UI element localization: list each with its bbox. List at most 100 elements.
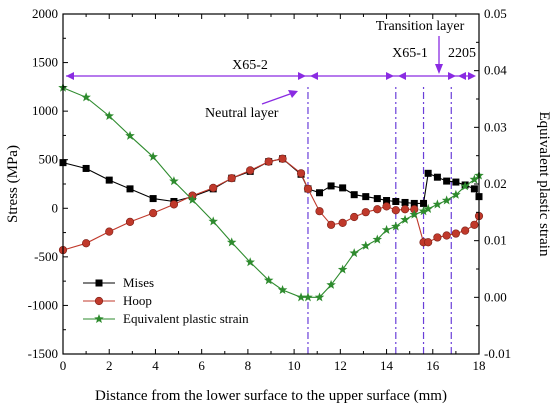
- legend-label: Mises: [123, 275, 154, 290]
- data-point: [461, 226, 470, 235]
- data-point: [125, 217, 135, 226]
- y-axis-title: Stress (MPa): [5, 145, 21, 223]
- data-point: [208, 216, 218, 226]
- data-point: [349, 248, 359, 258]
- data-point: [95, 279, 103, 287]
- data-point: [126, 185, 134, 193]
- data-point: [424, 169, 432, 177]
- data-point: [452, 178, 460, 186]
- y-tick-label: 1500: [32, 55, 58, 70]
- y2-tick-label: 0.05: [484, 6, 507, 21]
- data-point: [326, 279, 336, 289]
- data-point: [227, 174, 236, 183]
- data-point: [451, 229, 460, 238]
- data-point: [327, 182, 335, 190]
- s2205-arrow-left-head-2: [448, 72, 456, 80]
- neutral-arrow-head: [288, 90, 298, 98]
- y-tick-label: 1000: [32, 103, 58, 118]
- data-point: [441, 195, 452, 205]
- data-point: [362, 193, 370, 201]
- data-point: [361, 208, 370, 217]
- data-point: [278, 154, 287, 163]
- data-point: [169, 176, 179, 186]
- y-tick-label: -500: [34, 249, 58, 264]
- y2-tick-label: 0.01: [484, 233, 507, 248]
- data-point: [105, 176, 113, 184]
- data-point: [423, 203, 433, 213]
- data-point: [350, 191, 358, 199]
- label-neutral-layer: Neutral layer: [205, 106, 279, 121]
- s2205-arrow-right-head: [468, 72, 476, 80]
- x-tick-label: 6: [198, 358, 205, 373]
- data-point: [149, 209, 158, 218]
- data-point: [418, 206, 429, 216]
- x-tick-label: 4: [152, 358, 159, 373]
- data-point: [470, 220, 479, 229]
- data-point: [263, 275, 274, 285]
- x65-2-arrow-left-head: [66, 72, 74, 80]
- data-point: [451, 189, 461, 199]
- data-point: [245, 257, 255, 267]
- y2-tick-label: -0.01: [484, 346, 511, 361]
- data-point: [391, 221, 401, 231]
- data-point: [339, 184, 347, 192]
- data-point: [460, 181, 470, 191]
- neutral-arrow-line: [261, 93, 291, 105]
- y-tick-label: 500: [39, 152, 59, 167]
- data-point: [373, 195, 381, 203]
- data-point: [401, 198, 409, 206]
- data-point: [469, 174, 480, 184]
- x-axis-ticks: 0 2 4 6 8 10 12 14 16 18: [60, 14, 486, 373]
- data-point: [187, 194, 198, 204]
- annotations: X65-2 X65-1 2205 Transition layer Neutra…: [66, 19, 476, 121]
- data-point: [338, 218, 347, 227]
- data-point: [392, 197, 400, 205]
- data-point: [264, 157, 273, 166]
- data-point: [424, 238, 433, 247]
- data-point: [82, 239, 91, 248]
- x65-2-arrow-right-head: [298, 72, 306, 80]
- transition-arrow-head: [435, 64, 443, 74]
- y-axis-ticks: -1500 -1000 -500 0 500 1000 1500 2000: [28, 6, 68, 361]
- data-point: [303, 184, 313, 193]
- data-point: [169, 200, 179, 209]
- label-x65-1: X65-1: [392, 46, 428, 61]
- data-point: [383, 197, 391, 205]
- x65-1-arrow-left-head: [310, 72, 318, 80]
- data-point: [303, 292, 313, 302]
- x-tick-label: 16: [426, 358, 440, 373]
- data-point: [432, 199, 443, 209]
- data-point: [82, 164, 90, 172]
- data-point: [409, 209, 420, 219]
- y-tick-label: -1000: [28, 297, 58, 312]
- label-transition-layer: Transition layer: [376, 19, 465, 34]
- data-point: [125, 130, 135, 140]
- data-point: [442, 231, 451, 240]
- y2-tick-label: 0.00: [484, 289, 507, 304]
- y-tick-label: -1500: [28, 346, 58, 361]
- y2-tick-label: 0.04: [484, 63, 507, 78]
- x-tick-label: 0: [60, 358, 67, 373]
- layer-boundaries: [307, 84, 452, 354]
- y-tick-label: 0: [52, 200, 59, 215]
- data-point: [470, 185, 478, 193]
- data-point: [350, 212, 359, 222]
- y2-tick-label: 0.02: [484, 176, 507, 191]
- data-point: [381, 224, 392, 234]
- data-point: [104, 111, 114, 121]
- data-point: [420, 199, 428, 207]
- data-point: [81, 92, 91, 102]
- x-tick-label: 2: [106, 358, 113, 373]
- legend-label: Hoop: [123, 293, 152, 308]
- legend: Mises Hoop Equivalent plastic strain: [83, 275, 249, 326]
- legend-label: Equivalent plastic strain: [123, 311, 249, 326]
- data-point: [105, 227, 114, 236]
- x65-1b-arrow-left-head: [398, 72, 406, 80]
- x-tick-label: 14: [380, 358, 394, 373]
- data-point: [316, 189, 324, 197]
- data-point: [410, 199, 418, 207]
- label-2205: 2205: [448, 46, 476, 61]
- data-point: [337, 264, 348, 274]
- x-axis-title: Distance from the lower surface to the u…: [95, 388, 447, 404]
